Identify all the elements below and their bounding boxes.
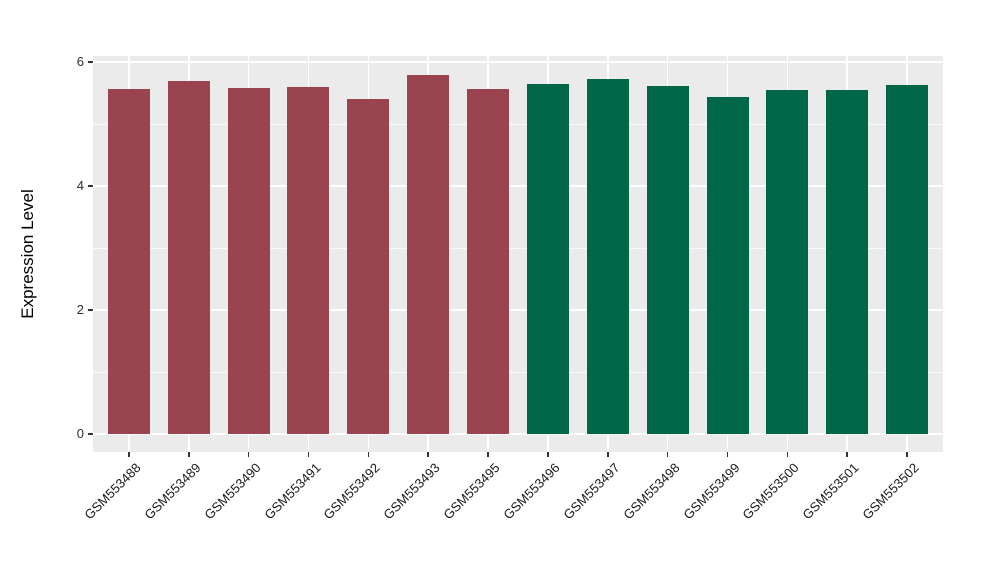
gridline-minor-y1 bbox=[93, 371, 943, 373]
x-tick-label-GSM553497: GSM553497 bbox=[560, 460, 623, 523]
bar-GSM553501 bbox=[826, 89, 869, 434]
x-tick-label-GSM553490: GSM553490 bbox=[201, 460, 264, 523]
x-tick-mark-GSM553491 bbox=[307, 452, 310, 457]
bar-GSM553489 bbox=[167, 81, 210, 434]
x-tick-label-GSM553489: GSM553489 bbox=[141, 460, 204, 523]
y-tick-mark-0 bbox=[88, 433, 93, 435]
x-tick-mark-GSM553500 bbox=[786, 452, 789, 457]
bar-GSM553499 bbox=[706, 96, 749, 434]
x-tick-label-GSM553492: GSM553492 bbox=[320, 460, 383, 523]
x-tick-label-GSM553502: GSM553502 bbox=[859, 460, 922, 523]
gridline-minor-y5 bbox=[93, 123, 943, 125]
x-tick-mark-GSM553492 bbox=[367, 452, 370, 457]
x-tick-label-GSM553496: GSM553496 bbox=[500, 460, 563, 523]
gridline-major-y2 bbox=[93, 309, 943, 311]
x-tick-mark-GSM553490 bbox=[247, 452, 250, 457]
bar-GSM553488 bbox=[107, 89, 150, 434]
x-tick-mark-GSM553496 bbox=[547, 452, 549, 457]
gridline-major-y4 bbox=[93, 185, 943, 187]
x-tick-label-GSM553500: GSM553500 bbox=[739, 460, 802, 523]
bar-GSM553496 bbox=[526, 84, 569, 434]
y-tick-mark-6 bbox=[88, 61, 93, 63]
y-tick-mark-2 bbox=[88, 309, 93, 311]
x-tick-mark-GSM553489 bbox=[188, 452, 190, 457]
x-tick-label-GSM553488: GSM553488 bbox=[81, 460, 144, 523]
x-tick-mark-GSM553488 bbox=[128, 452, 130, 457]
y-tick-label-6: 6 bbox=[76, 54, 84, 69]
bar-GSM553500 bbox=[766, 89, 809, 434]
x-tick-label-GSM553501: GSM553501 bbox=[799, 460, 862, 523]
y-tick-label-2: 2 bbox=[76, 302, 84, 317]
x-tick-mark-GSM553495 bbox=[487, 452, 489, 457]
bar-GSM553492 bbox=[347, 99, 390, 434]
y-axis-title: Expression Level bbox=[18, 189, 37, 319]
x-tick-mark-GSM553502 bbox=[906, 452, 908, 457]
bar-GSM553491 bbox=[287, 86, 330, 434]
x-tick-label-GSM553493: GSM553493 bbox=[380, 460, 443, 523]
x-tick-label-GSM553499: GSM553499 bbox=[679, 460, 743, 523]
x-tick-mark-GSM553498 bbox=[666, 452, 669, 457]
bar-GSM553502 bbox=[886, 84, 929, 434]
bar-GSM553493 bbox=[407, 75, 450, 434]
x-tick-mark-GSM553493 bbox=[427, 452, 429, 457]
x-tick-mark-GSM553501 bbox=[846, 452, 848, 457]
y-tick-label-4: 4 bbox=[76, 178, 84, 193]
x-tick-label-GSM553498: GSM553498 bbox=[620, 460, 683, 523]
x-tick-label-GSM553495: GSM553495 bbox=[440, 460, 503, 523]
plot-panel bbox=[93, 56, 943, 452]
gridline-major-y6 bbox=[93, 61, 943, 63]
bar-GSM553490 bbox=[227, 88, 270, 434]
gridline-minor-y3 bbox=[93, 247, 943, 249]
gridline-major-y0 bbox=[93, 433, 943, 435]
bar-GSM553495 bbox=[467, 89, 510, 434]
x-tick-mark-GSM553497 bbox=[607, 452, 609, 457]
x-tick-label-GSM553491: GSM553491 bbox=[260, 460, 324, 523]
bar-GSM553498 bbox=[646, 86, 689, 434]
y-tick-label-0: 0 bbox=[76, 426, 84, 441]
y-tick-mark-4 bbox=[88, 185, 93, 187]
x-tick-mark-GSM553499 bbox=[726, 452, 729, 457]
bar-GSM553497 bbox=[586, 78, 629, 434]
